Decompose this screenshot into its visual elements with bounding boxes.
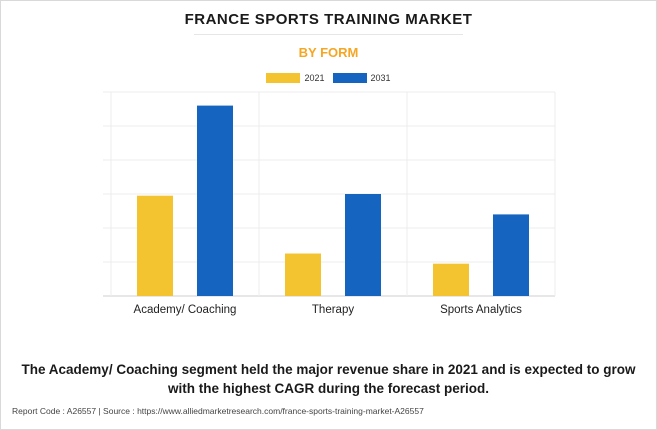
chart-subtitle: BY FORM (298, 45, 359, 60)
x-tick-label: Sports Analytics (440, 304, 522, 316)
bar-chart: Academy/ Coaching Therapy Sports Analytics (103, 91, 556, 316)
bar-2021-academy-coaching (137, 195, 173, 296)
chart-title: FRANCE SPORTS TRAINING MARKET (184, 11, 473, 28)
bar-2031-academy-coaching (197, 105, 233, 296)
bar-2021-sports-analytics (433, 263, 469, 296)
bar-2031-sports-analytics (493, 214, 529, 296)
legend-label-2021: 2021 (304, 73, 325, 83)
legend-item-2021: 2021 (266, 73, 325, 83)
legend-swatch-2021 (266, 73, 301, 83)
x-tick-label: Academy/ Coaching (134, 304, 237, 316)
x-tick-label: Therapy (312, 304, 354, 316)
bar-2031-therapy (345, 194, 381, 296)
legend: 2021 2031 (0, 73, 657, 83)
source-footer: Report Code : A26557 | Source : https://… (12, 406, 424, 416)
legend-item-2031: 2031 (332, 73, 391, 83)
legend-label-2031: 2031 (370, 73, 391, 83)
chart-caption: The Academy/ Coaching segment held the m… (21, 362, 636, 396)
title-divider (194, 34, 463, 35)
legend-swatch-2031 (332, 73, 367, 83)
bar-2021-therapy (285, 253, 321, 296)
